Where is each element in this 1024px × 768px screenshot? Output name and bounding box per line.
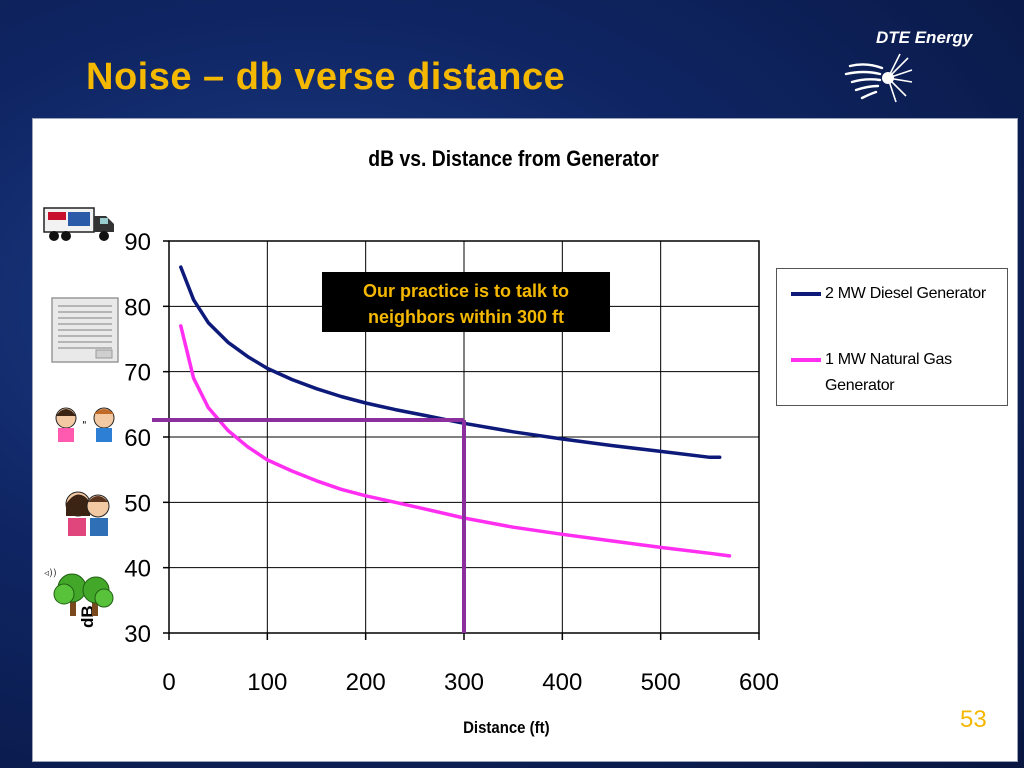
x-tick-label: 200: [346, 669, 386, 696]
chart-title: dB vs. Distance from Generator: [368, 146, 659, 171]
annotation-callout: Our practice is to talk to neighbors wit…: [322, 272, 610, 332]
svg-text:◃)): ◃)): [44, 568, 57, 579]
legend-label-diesel: 2 MW Diesel Generator: [825, 285, 986, 302]
air-conditioner-icon: [51, 297, 119, 363]
chart-legend: 2 MW Diesel Generator 1 MW Natural Gas G…: [776, 268, 1008, 406]
truck-icon: [43, 207, 114, 241]
slide-title: Noise – db verse distance: [86, 56, 566, 98]
dte-logo-icon: [844, 53, 913, 103]
y-tick-label: 80: [124, 294, 151, 321]
y-tick-label: 30: [124, 621, 151, 648]
brand-name: DTE Energy: [876, 28, 973, 47]
y-tick-label: 70: [124, 360, 151, 387]
y-tick-label: 50: [124, 490, 151, 517]
legend-label-natural-gas: 1 MW Natural Gas Generator: [825, 351, 952, 394]
legend-swatch-natural-gas: [791, 358, 821, 362]
y-tick-label: 90: [124, 229, 151, 256]
series-line-natural-gas: [179, 324, 732, 558]
x-axis-label: Distance (ft): [463, 718, 550, 737]
annotation-line-2: neighbors within 300 ft: [367, 307, 564, 327]
conversation-icon: ": [55, 407, 115, 442]
x-tick-label: 300: [444, 669, 484, 696]
annotation-line-1: Our practice is to talk to: [362, 281, 570, 301]
x-tick-label: 100: [247, 669, 287, 696]
legend-swatch-diesel: [791, 292, 821, 296]
page-number: 53: [960, 706, 987, 733]
x-tick-label: 600: [739, 669, 779, 696]
y-tick-label: 60: [124, 425, 151, 452]
x-tick-label: 0: [162, 669, 175, 696]
chart-panel: [32, 118, 1018, 762]
y-tick-label: 40: [124, 556, 151, 583]
rustling-trees-icon: ◃)): [44, 568, 114, 616]
svg-text:": ": [82, 420, 87, 431]
x-tick-label: 500: [641, 669, 681, 696]
x-tick-label: 400: [542, 669, 582, 696]
series-line-diesel: [179, 265, 722, 460]
whisper-icon: [65, 491, 110, 536]
